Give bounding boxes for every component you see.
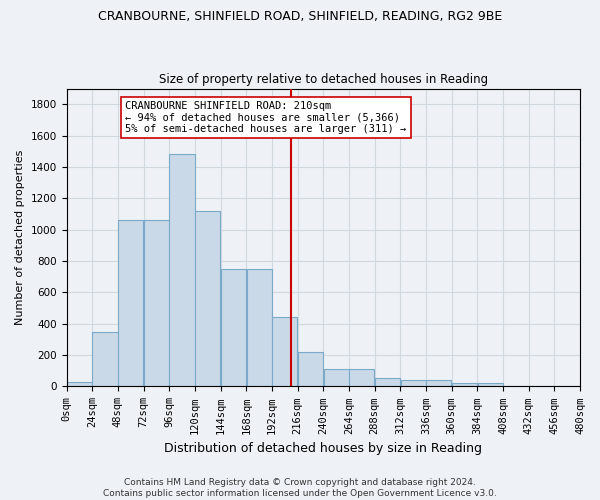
Bar: [169, 154, 194, 386]
Text: CRANBOURNE, SHINFIELD ROAD, SHINFIELD, READING, RG2 9BE: CRANBOURNE, SHINFIELD ROAD, SHINFIELD, R…: [98, 10, 502, 23]
Bar: [452, 384, 477, 386]
Bar: [67, 382, 92, 386]
Bar: [247, 269, 272, 386]
Bar: [401, 380, 425, 386]
Text: Contains HM Land Registry data © Crown copyright and database right 2024.
Contai: Contains HM Land Registry data © Crown c…: [103, 478, 497, 498]
Bar: [323, 369, 349, 386]
Bar: [272, 318, 298, 386]
Bar: [426, 380, 451, 386]
Bar: [92, 332, 118, 386]
Title: Size of property relative to detached houses in Reading: Size of property relative to detached ho…: [159, 73, 488, 86]
Y-axis label: Number of detached properties: Number of detached properties: [15, 150, 25, 325]
Bar: [478, 384, 503, 386]
Text: CRANBOURNE SHINFIELD ROAD: 210sqm
← 94% of detached houses are smaller (5,366)
5: CRANBOURNE SHINFIELD ROAD: 210sqm ← 94% …: [125, 101, 407, 134]
Bar: [118, 220, 143, 386]
X-axis label: Distribution of detached houses by size in Reading: Distribution of detached houses by size …: [164, 442, 482, 455]
Bar: [298, 352, 323, 386]
Bar: [195, 211, 220, 386]
Bar: [221, 269, 246, 386]
Bar: [375, 378, 400, 386]
Bar: [144, 220, 169, 386]
Bar: [349, 369, 374, 386]
